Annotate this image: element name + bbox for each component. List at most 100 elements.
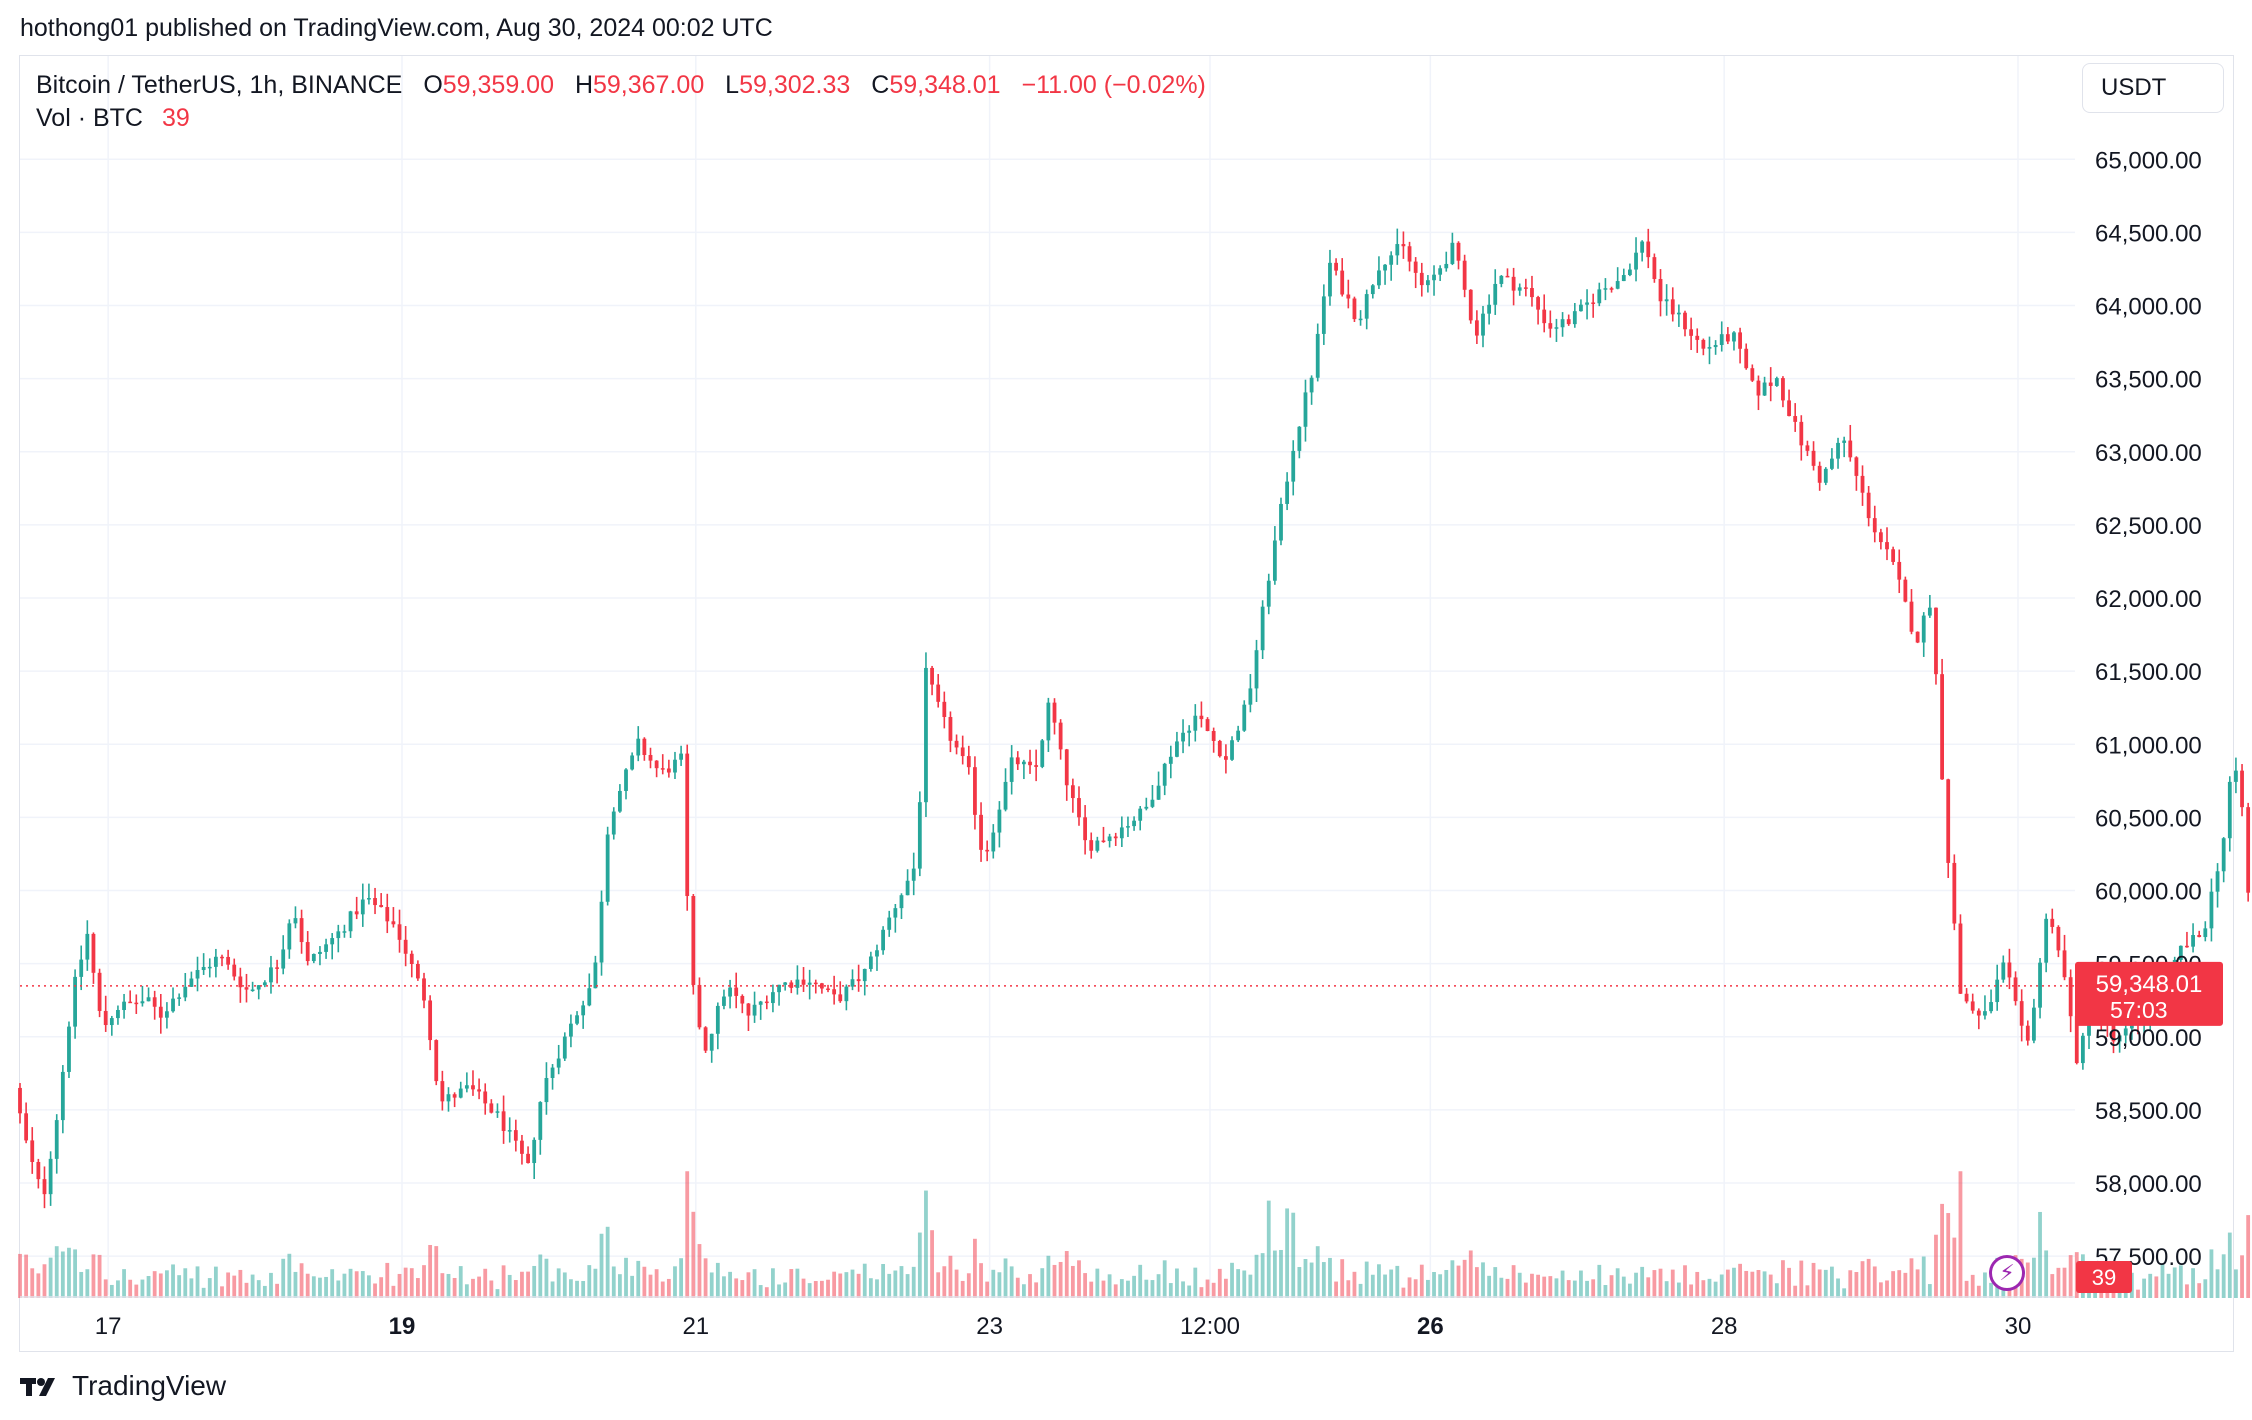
volume-bar [1352,1271,1357,1298]
volume-bar [18,1253,22,1298]
volume-bar [79,1271,84,1298]
volume-bar [1309,1262,1314,1298]
volume-bar [1732,1267,1736,1298]
volume-bar [67,1247,71,1298]
candle-body [238,976,243,988]
candle-body [183,986,188,998]
volume-bar [605,1226,610,1298]
candle-body [2227,781,2232,839]
candle-body [1248,688,1253,705]
volume-bar [226,1272,231,1298]
symbol-title[interactable]: Bitcoin / TetherUS, 1h, BINANCE [36,71,403,99]
candle-body [1211,730,1216,741]
candle-body [1560,319,1565,328]
candle-body [2246,807,2251,893]
volume-bar [1107,1274,1112,1298]
tradingview-logo[interactable]: TradingView [20,1370,226,1402]
y-tick-label: 59,000.00 [2095,1025,2202,1052]
volume-bar [936,1272,941,1298]
volume-bar [930,1230,934,1298]
volume-bar [1517,1272,1522,1298]
volume-bar [1487,1275,1492,1298]
candle-body [1903,579,1908,602]
lightning-icon[interactable]: ⚡ [1989,1255,2025,1291]
candle-body [844,986,849,1002]
candle-body [1438,268,1443,275]
candle-body [1983,1011,1987,1016]
candle-body [697,984,702,1028]
candle-body [556,1058,561,1068]
volume-bar [311,1276,316,1298]
candle-body [189,978,194,987]
candle-body [654,760,659,769]
y-tick-label: 64,000.00 [2095,294,2202,321]
candle-body [379,905,384,908]
candle-body [360,899,365,915]
candle-body [1897,561,1902,580]
volume-bar [1579,1270,1583,1298]
open-label: O [423,71,443,99]
candle-body [795,979,800,988]
volume-bar [2178,1265,2183,1298]
volume-bar [513,1280,518,1298]
volume-bar [777,1284,781,1298]
volume-bar [1315,1246,1320,1298]
candle-body [1224,756,1228,760]
volume-bar [997,1272,1002,1298]
volume-bar [819,1280,824,1298]
candle-body [1915,631,1920,643]
candle-body [165,1011,169,1018]
volume-bar [1266,1200,1271,1298]
candle-body [2050,918,2055,927]
currency-button[interactable]: USDT [2082,63,2224,113]
volume-bar [391,1285,396,1298]
volume-bar [2240,1255,2244,1298]
candle-body [1407,246,1412,262]
candle-body [1364,294,1369,319]
candle-body [1132,820,1136,827]
volume-bar [2197,1283,2202,1298]
volume-bar [201,1287,206,1298]
volume-bar [1848,1270,1853,1298]
y-tick-label: 62,000.00 [2095,586,2202,613]
y-tick-label: 58,500.00 [2095,1098,2202,1125]
volume-bar [979,1263,983,1298]
volume-bar [2191,1268,2195,1298]
candle-body [1089,840,1094,851]
volume-bar [924,1190,928,1298]
x-tick-label: 21 [682,1313,709,1340]
candle-body [948,717,953,741]
volume-bar [985,1281,990,1298]
volume-bar [409,1268,414,1298]
candle-body [722,996,726,1006]
candle-body [2056,926,2061,951]
candle-body [1603,288,1608,290]
candle-body [973,767,977,815]
volume-bar [642,1266,647,1298]
volume-value: 39 [161,104,190,132]
volume-bar [966,1273,971,1298]
candle-body [1285,481,1290,504]
candle-body [1756,380,1761,396]
candle-body [324,944,328,952]
candle-body [232,964,237,977]
volume-bar [1554,1278,1559,1298]
candle-body [960,747,965,757]
candle-body [1628,269,1632,276]
volume-label[interactable]: Vol · BTC [36,104,143,132]
candle-body [434,1040,439,1082]
candle-body [79,959,84,977]
volume-bar [1989,1282,1993,1298]
candle-body [758,1001,763,1005]
volume-bar [1866,1258,1871,1298]
candle-body [299,918,304,943]
candle-body [385,907,390,922]
volume-bar [648,1274,653,1298]
candle-body [1719,334,1724,346]
candle-body [1426,280,1430,286]
candle-body [1946,779,1951,863]
volume-bar [526,1271,530,1298]
y-tick-label: 60,000.00 [2095,879,2202,906]
x-tick-label: 26 [1417,1313,1444,1340]
